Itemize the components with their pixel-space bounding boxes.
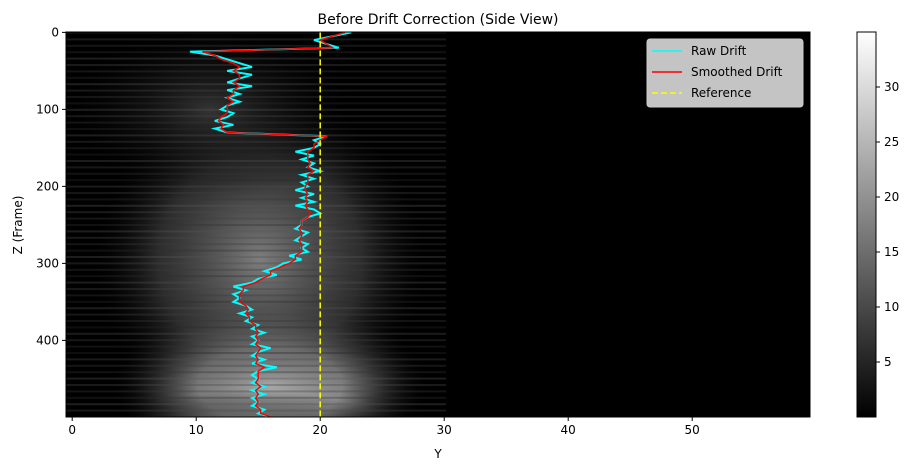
x-axis: 0 10 20 30 40 50 bbox=[68, 417, 700, 437]
legend: Raw Drift Smoothed Drift Reference bbox=[646, 38, 804, 108]
x-tick-label: 10 bbox=[189, 423, 204, 437]
x-tick-label: 40 bbox=[561, 423, 576, 437]
colorbar: 5 10 15 20 25 30 bbox=[856, 31, 899, 418]
colorbar-tick-label: 15 bbox=[884, 245, 899, 259]
y-tick-label: 0 bbox=[51, 25, 59, 39]
x-tick-label: 0 bbox=[68, 423, 76, 437]
y-axis-label: Z (Frame) bbox=[11, 196, 25, 255]
y-tick-label: 400 bbox=[36, 333, 59, 347]
x-tick-label: 30 bbox=[437, 423, 452, 437]
series-line-smoothed-drift bbox=[202, 32, 346, 417]
colorbar-gradient bbox=[856, 31, 877, 418]
legend-label: Smoothed Drift bbox=[691, 65, 783, 79]
plot-frame bbox=[65, 31, 811, 418]
colorbar-tick-label: 25 bbox=[884, 135, 899, 149]
colorbar-tick-label: 5 bbox=[884, 355, 892, 369]
chart-title: Before Drift Correction (Side View) bbox=[317, 12, 558, 28]
y-tick-label: 200 bbox=[36, 179, 59, 193]
colorbar-tick-label: 30 bbox=[884, 80, 899, 94]
x-tick-label: 20 bbox=[313, 423, 328, 437]
y-tick-label: 300 bbox=[36, 256, 59, 270]
x-axis-label: Y bbox=[433, 447, 442, 461]
x-tick-label: 50 bbox=[685, 423, 700, 437]
y-tick-label: 100 bbox=[36, 102, 59, 116]
y-axis: 0 100 200 300 400 bbox=[36, 25, 66, 347]
colorbar-tick-label: 10 bbox=[884, 300, 899, 314]
legend-label: Reference bbox=[691, 86, 751, 100]
legend-label: Raw Drift bbox=[691, 44, 747, 58]
legend-box bbox=[646, 38, 804, 108]
colorbar-tick-label: 20 bbox=[884, 190, 899, 204]
